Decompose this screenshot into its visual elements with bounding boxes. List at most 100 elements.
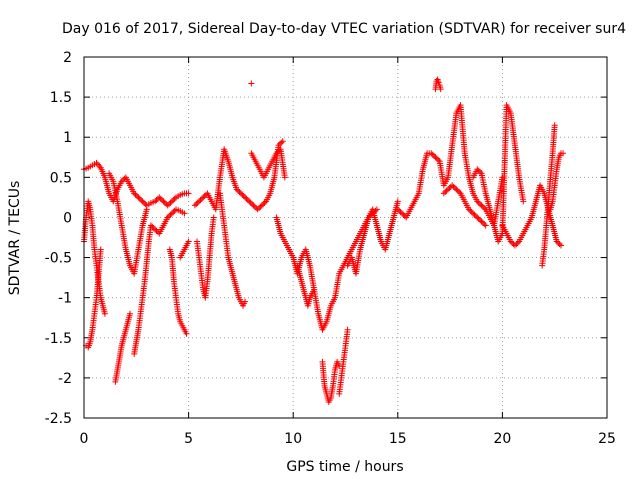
data-point <box>181 210 188 217</box>
data-point <box>475 199 482 206</box>
x-tick-label: 0 <box>80 431 89 447</box>
data-point <box>257 203 264 210</box>
data-point <box>477 217 484 224</box>
data-point <box>242 298 249 305</box>
series-arc-3 <box>83 246 104 351</box>
data-point <box>454 187 461 194</box>
data-point <box>451 185 458 192</box>
data-point <box>479 219 486 226</box>
data-point <box>555 239 562 246</box>
data-point <box>443 187 450 194</box>
x-tick-label: 15 <box>389 431 407 447</box>
data-point <box>170 197 177 204</box>
data-point <box>250 202 257 209</box>
series-arc-17 <box>336 326 351 397</box>
data-point <box>120 177 127 184</box>
data-point <box>256 205 263 212</box>
series-arc-9 <box>177 238 192 261</box>
data-point <box>511 242 518 249</box>
series-arc-7 <box>147 206 188 237</box>
series-arc-22 <box>470 102 527 245</box>
series-arc-20 <box>432 76 444 93</box>
data-point <box>551 122 558 129</box>
data-point <box>166 201 173 208</box>
data-point <box>456 189 463 196</box>
data-point <box>453 186 460 193</box>
data-point <box>147 222 154 229</box>
data-point <box>261 199 268 206</box>
y-axis-label: SDTVAR / TECUs <box>7 181 23 296</box>
series-arc-5 <box>106 170 150 277</box>
series-arc-8 <box>166 246 190 337</box>
data-point <box>159 197 166 204</box>
data-point <box>170 209 177 216</box>
data-point <box>475 215 482 222</box>
data-point <box>185 190 192 197</box>
data-point <box>153 227 160 234</box>
data-point <box>440 190 447 197</box>
y-tick-label: -2 <box>58 371 72 387</box>
data-point <box>446 185 453 192</box>
data-point <box>470 210 477 217</box>
data-point <box>131 190 138 197</box>
data-point <box>394 198 401 205</box>
data-point <box>200 194 207 201</box>
data-point <box>429 151 436 158</box>
data-point <box>153 197 160 204</box>
data-point <box>191 202 198 209</box>
data-point <box>481 205 488 212</box>
data-point <box>166 213 173 220</box>
data-point <box>150 225 157 232</box>
data-point <box>247 199 254 206</box>
series-arc-16 <box>319 358 343 405</box>
data-point <box>435 156 442 163</box>
data-point <box>143 206 150 213</box>
data-point <box>197 197 204 204</box>
data-point <box>311 286 318 293</box>
data-point <box>479 203 486 210</box>
data-point <box>132 191 139 198</box>
data-point <box>281 174 288 181</box>
data-point <box>254 206 261 213</box>
data-point <box>233 186 240 193</box>
data-point <box>152 226 159 233</box>
data-point <box>164 214 171 221</box>
data-point <box>194 199 201 206</box>
data-point <box>442 189 449 196</box>
data-point <box>160 198 167 205</box>
data-point <box>428 150 435 157</box>
data-point <box>437 86 444 93</box>
data-point <box>398 210 405 217</box>
data-point <box>164 202 171 209</box>
data-point <box>477 201 484 208</box>
data-point <box>198 195 205 202</box>
data-point <box>474 198 481 205</box>
x-tick-label: 10 <box>284 431 302 447</box>
data-point <box>167 199 174 206</box>
data-point <box>127 310 134 317</box>
y-tick-label: -1.5 <box>45 331 72 347</box>
data-point <box>557 242 564 249</box>
data-point <box>171 207 178 214</box>
series-arc-13 <box>248 146 288 181</box>
data-point <box>553 238 560 245</box>
x-tick-label: 25 <box>598 431 616 447</box>
y-tick-label: -2.5 <box>45 411 72 427</box>
data-point <box>258 202 265 209</box>
data-point <box>149 223 156 230</box>
data-point <box>275 142 282 149</box>
data-point <box>138 197 145 204</box>
data-point <box>560 150 567 157</box>
data-point <box>248 80 255 87</box>
data-point <box>183 330 190 337</box>
series-arc-18 <box>344 198 401 277</box>
data-point <box>251 203 258 210</box>
data-point <box>133 193 140 200</box>
data-point <box>467 207 474 214</box>
data-point <box>135 194 142 201</box>
data-point <box>242 194 249 201</box>
data-point <box>449 182 456 189</box>
data-point <box>239 191 246 198</box>
data-point <box>171 195 178 202</box>
